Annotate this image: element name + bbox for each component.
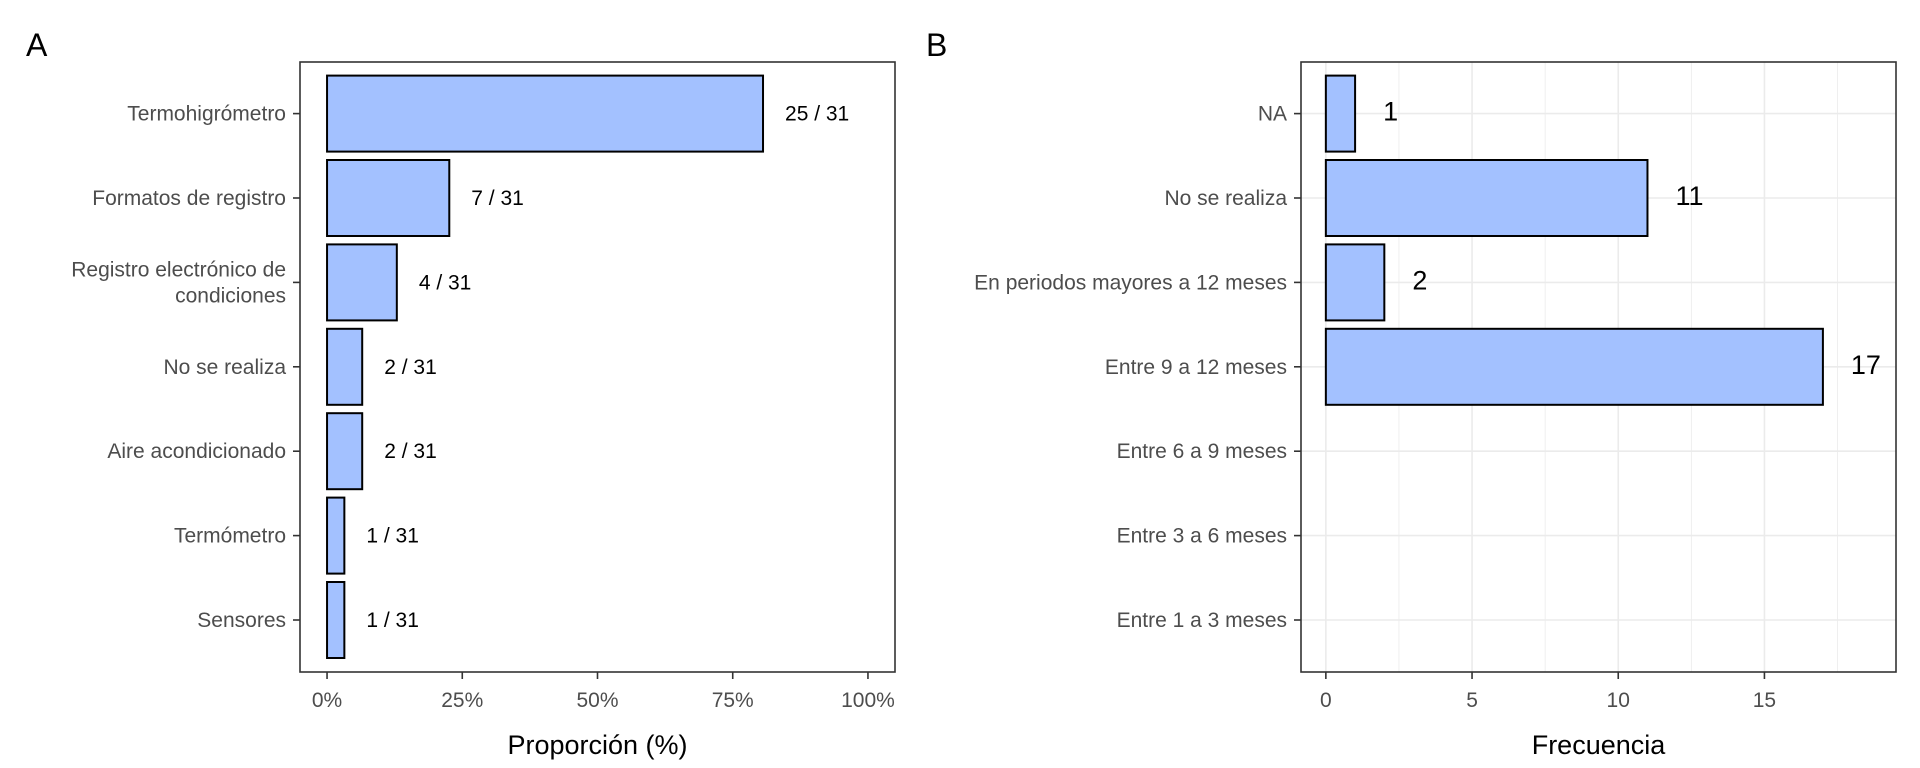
- panel-a-y-tick-label-line: Termómetro: [174, 525, 286, 548]
- panel-b-y-tick-label-line: NA: [1258, 103, 1287, 126]
- panel-a-y-tick-label-line: Sensores: [197, 609, 286, 632]
- panel-b-label: B: [926, 27, 947, 63]
- panel-b-data-label: 2: [1412, 265, 1427, 295]
- panel-b-x-tick-label: 10: [1607, 689, 1630, 712]
- panel-a-y-tick-label: Formatos de registro: [92, 187, 286, 210]
- panel-b-y-tick-label: En periodos mayores a 12 meses: [974, 271, 1287, 294]
- panel-a-y-tick-label: Aire acondicionado: [107, 440, 286, 463]
- panel-b-data-label: 1: [1383, 97, 1398, 127]
- panel-a-data-label: 2 / 31: [384, 440, 437, 463]
- panel-a-data-label: 1 / 31: [366, 525, 419, 548]
- panel-a-label: A: [26, 27, 48, 63]
- panel-a-x-axis-title: Proporción (%): [507, 730, 687, 760]
- panel-a-y-tick-label: Termómetro: [174, 525, 286, 548]
- panel-b-data-label: 11: [1675, 181, 1703, 211]
- panel-b-x-axis-title: Frecuencia: [1532, 730, 1667, 760]
- panel-b-bar: [1324, 243, 1386, 322]
- panel-b-data-label: 17: [1851, 350, 1881, 380]
- panel-b-x-tick-label: 5: [1466, 689, 1478, 712]
- panel-b-bar: [1324, 74, 1357, 153]
- panel-a-bar: [326, 74, 765, 153]
- panel-a-y-tick-label-line: condiciones: [175, 284, 286, 307]
- panel-a-x-tick-label: 0%: [312, 689, 342, 712]
- panel-b-y-tick-label-line: Entre 6 a 9 meses: [1117, 440, 1287, 463]
- panel-a-y-tick-label-line: No se realiza: [163, 356, 286, 379]
- panel-a-y-tick-label-line: Registro electrónico de: [71, 258, 286, 281]
- panel-a-bar: [326, 243, 398, 322]
- panel-b-y-tick-label-line: Entre 3 a 6 meses: [1117, 525, 1287, 548]
- panel-a-x-tick-label: 100%: [841, 689, 895, 712]
- panel-a-data-label: 25 / 31: [785, 103, 849, 126]
- panel-a-bar: [326, 327, 364, 406]
- panel-a-y-tick-label-line: Formatos de registro: [92, 187, 286, 210]
- panel-b-y-tick-label-line: Entre 9 a 12 meses: [1105, 356, 1287, 379]
- panel-b-y-tick-label: Entre 1 a 3 meses: [1117, 609, 1287, 632]
- panel-b-x-tick-label: 0: [1320, 689, 1332, 712]
- panel-a: 1 / 31 1 / 31 2 / 31 2 / 31 4 / 31 7 / 31 25 /…: [26, 27, 896, 760]
- panel-b-x-tick-label: 15: [1753, 689, 1776, 712]
- panel-a-bar: [326, 159, 451, 237]
- panel-b-y-tick-label: No se realiza: [1164, 187, 1287, 210]
- panel-b-y-tick-label-line: En periodos mayores a 12 meses: [974, 271, 1287, 294]
- panel-a-y-tick-label: No se realiza: [163, 356, 286, 379]
- panel-b-bar: [1324, 327, 1824, 406]
- panel-b-y-tick-label: NA: [1258, 103, 1287, 126]
- panel-a-x-tick-label: 25%: [441, 689, 483, 712]
- panel-a-y-tick-label: Sensores: [197, 609, 286, 632]
- panel-a-bar: [326, 412, 364, 491]
- panel-a-y-tick-label-line: Termohigrómetro: [127, 103, 286, 126]
- panel-b-y-tick-label: Entre 3 a 6 meses: [1117, 525, 1287, 548]
- panel-a-y-tick-label-line: Aire acondicionado: [107, 440, 286, 463]
- panel-a-bar: [326, 496, 346, 575]
- panel-b-y-tick-label: Entre 9 a 12 meses: [1105, 356, 1287, 379]
- panel-a-y-tick-label: Registro electrónico de condiciones: [71, 258, 286, 307]
- panel-a-data-label: 2 / 31: [384, 356, 437, 379]
- panel-b-y-tick-label-line: Entre 1 a 3 meses: [1117, 609, 1287, 632]
- panel-b-y-tick-label-line: No se realiza: [1164, 187, 1287, 210]
- panel-a-data-label: 7 / 31: [471, 187, 524, 210]
- panel-b-y-tick-label: Entre 6 a 9 meses: [1117, 440, 1287, 463]
- panel-a-bar: [326, 581, 346, 659]
- panel-a-x-tick-label: 75%: [712, 689, 754, 712]
- panel-a-data-label: 4 / 31: [419, 271, 472, 294]
- panel-a-x-tick-label: 50%: [576, 689, 618, 712]
- panel-a-y-tick-label: Termohigrómetro: [127, 103, 286, 126]
- panel-a-data-label: 1 / 31: [366, 609, 419, 632]
- panel-b-bar: [1324, 159, 1649, 237]
